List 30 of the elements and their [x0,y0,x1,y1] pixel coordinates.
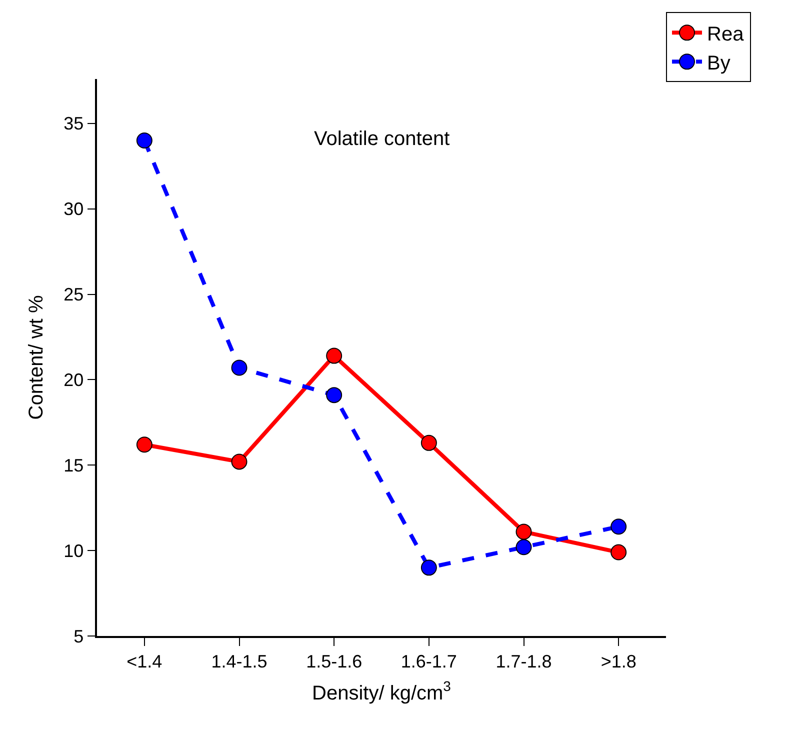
point [326,387,342,404]
y-tick-label: 35 [64,114,84,134]
y-tick-label: 15 [64,455,84,476]
y-tick-label: 20 [64,370,84,390]
point [136,132,152,149]
point [420,560,437,576]
x-tick-label: 1.7-1.8 [496,651,552,672]
point [516,524,532,540]
x-tick-label: >1.8 [600,651,636,672]
x-axis-title: Density/ kg/cm$^{3}$ [312,678,452,704]
x-tick-label: 1.6-1.7 [400,651,457,672]
annotation: Volatile content [314,128,450,150]
x-tick-label: 1.4-1.5 [211,651,268,672]
point [420,434,437,451]
x-tick-label: <1.4 [126,651,162,672]
legend-label: Rea [707,23,745,46]
point [231,454,248,470]
point [231,360,248,376]
point [136,436,152,453]
point [326,348,342,364]
y-tick-label: 10 [64,540,84,561]
y-axis-title: Content/ wt % [26,295,48,420]
y-tick-label: 5 [74,626,84,646]
y-tick-label: 25 [64,284,84,305]
y-tick-label: 30 [64,199,84,220]
legend-label: By [707,52,730,74]
point [610,518,627,535]
point [516,539,532,556]
point [610,544,627,560]
x-tick-label: 1.5-1.6 [306,651,362,672]
